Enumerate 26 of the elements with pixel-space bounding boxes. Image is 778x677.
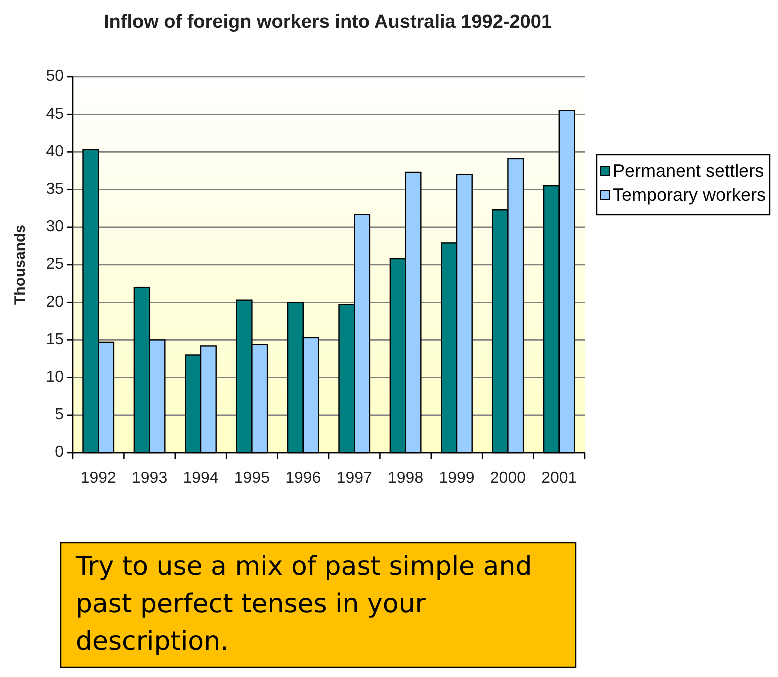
x-tick-label: 1992	[80, 470, 116, 488]
y-tick-label: 50	[46, 68, 64, 86]
y-tick-label: 30	[46, 218, 64, 236]
x-tick-label: 1998	[388, 470, 424, 488]
text: Try to use a mix of past simple and past perfect tenses in your description.	[75, 552, 532, 657]
x-tick-label: 1997	[336, 470, 372, 488]
y-tick-label: 45	[46, 106, 64, 123]
legend-label: Permanent settlers	[613, 160, 764, 181]
x-tick-label: 1995	[234, 470, 270, 488]
y-tick-label: 15	[46, 331, 64, 348]
x-tick-label: 1999	[439, 470, 475, 488]
x-tick-label: 1996	[286, 470, 322, 488]
y-axis-title: Thousands	[12, 224, 29, 306]
chart-title: Inflow of foreign workers into Australia 1992-2001	[104, 12, 552, 33]
x-tick-label: 2000	[490, 470, 526, 488]
y-tick-label: 40	[46, 143, 64, 160]
y-tick-label: 25	[46, 256, 64, 274]
x-tick-label: 2001	[542, 470, 578, 488]
y-tick-label: 20	[46, 294, 64, 311]
x-tick-label: 1994	[183, 470, 219, 488]
x-tick-label: 1993	[132, 470, 168, 488]
y-tick-label: 5	[55, 406, 64, 424]
y-tick-label: 10	[46, 369, 64, 386]
legend-label: Temporary workers	[613, 184, 766, 205]
y-tick-label: 35	[46, 181, 64, 198]
y-tick-label: 0	[55, 444, 64, 462]
